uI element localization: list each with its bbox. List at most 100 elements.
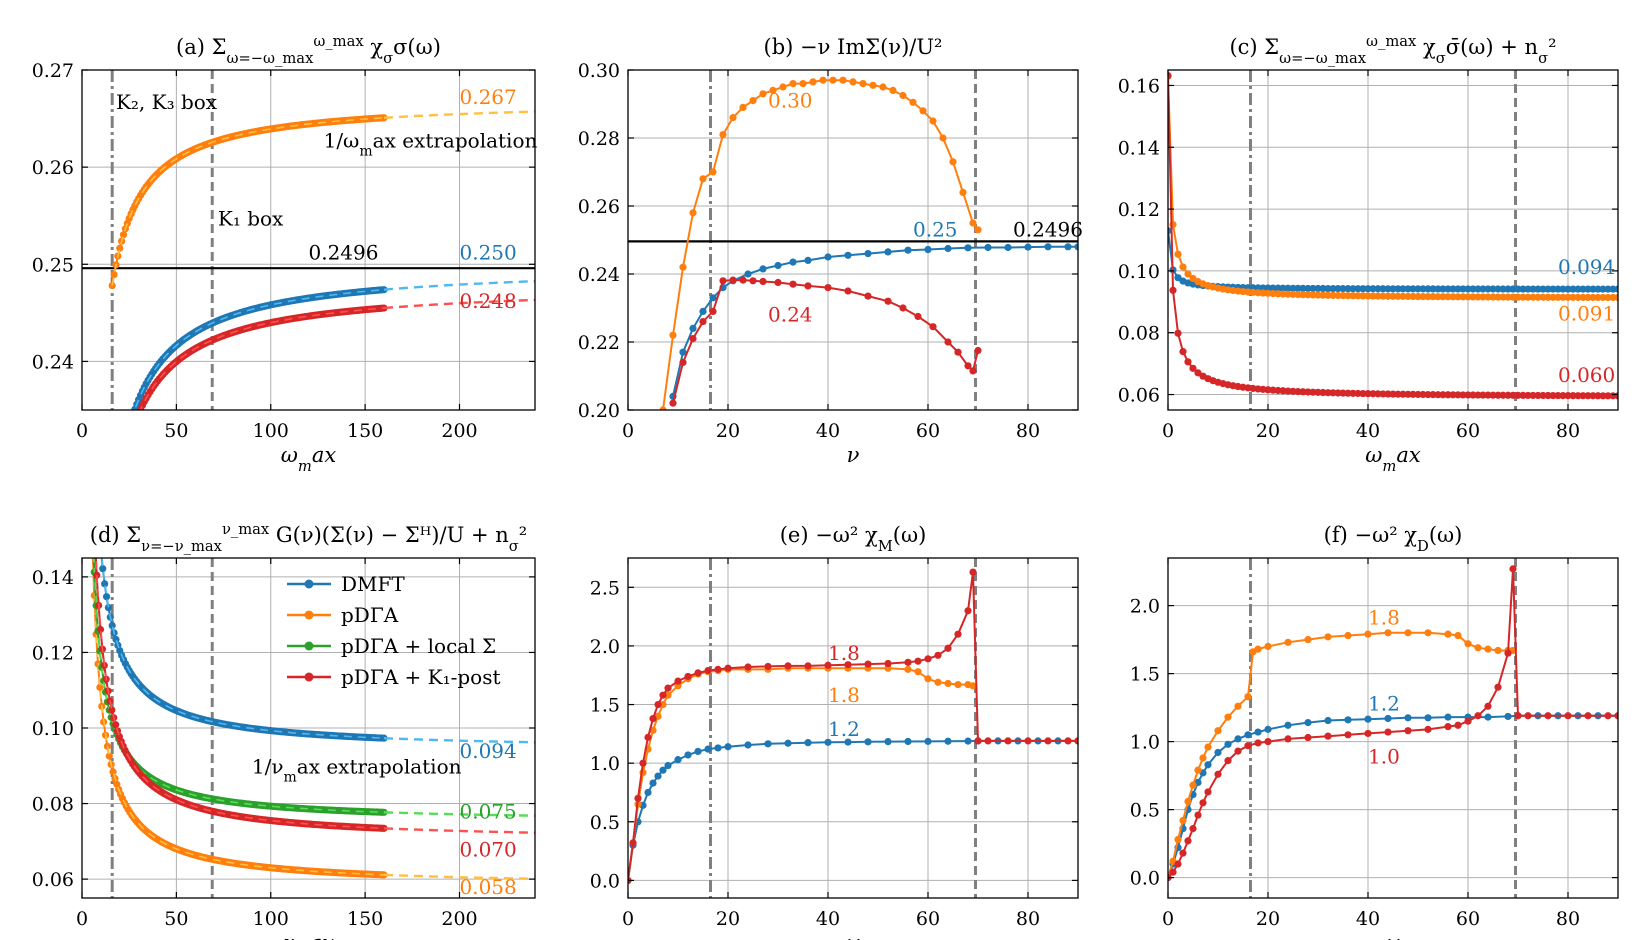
data-point-pDGA_K1 (944, 644, 952, 652)
data-point-DMFT (1274, 284, 1282, 292)
data-point-pDGA (1589, 293, 1597, 302)
data-point-pDGA_K1 (112, 721, 120, 729)
data-point-DMFT (789, 258, 797, 266)
data-point-DMFT (1564, 285, 1572, 293)
data-point-pDGA_K1 (704, 666, 712, 675)
data-point-pDGA (949, 158, 957, 166)
data-point-pDGA (1599, 293, 1607, 302)
y-tick-label: 2.5 (590, 577, 620, 599)
data-point-DMFT (1494, 285, 1502, 293)
data-point-pDGA (1389, 292, 1397, 300)
grid (1168, 70, 1618, 410)
data-point-pDGA_K1 (924, 655, 932, 663)
data-point-pDGA_K1 (1579, 392, 1587, 400)
extrapolation-fit-DMFT (133, 288, 385, 410)
y-tick-label: 1.0 (590, 753, 620, 775)
data-point-pDGA (859, 80, 867, 88)
data-point-DMFT (984, 243, 992, 252)
data-point-pDGA_K1 (1479, 391, 1487, 399)
data-point-DMFT (99, 565, 107, 573)
data-point-pDGA_K1 (634, 794, 642, 802)
data-point-pDGA_K1 (89, 480, 96, 487)
data-point-pDGA (1414, 292, 1422, 301)
data-point-pDGA_K1 (1024, 737, 1032, 745)
data-point-pDGA_K1 (1369, 390, 1377, 398)
data-point-DMFT (1419, 285, 1427, 293)
data-point-pDGA (919, 107, 927, 115)
data-point-DMFT (1469, 285, 1477, 293)
data-point-pDGA (1184, 797, 1192, 806)
data-point-pDGA_K1 (1459, 391, 1467, 399)
legend: DMFT pDΓA pDΓA + local Σ pDΓA + K₁-post (287, 572, 501, 689)
data-point-pDGA_K1 (1514, 712, 1522, 720)
data-point-pDGA_K1 (1419, 390, 1427, 399)
legend-marker-pDGA_K1 (304, 672, 314, 682)
data-point-pDGA_K1 (1499, 391, 1507, 399)
data-point-DMFT (804, 256, 812, 264)
data-point-pDGA_K1 (108, 706, 116, 714)
y-tick-label: 0.14 (1118, 137, 1160, 159)
data-point-pDGA_K1 (1569, 392, 1577, 400)
legend-marker-DMFT (304, 579, 314, 589)
data-point-pDGA_K1 (1599, 392, 1607, 400)
data-point-pDGA_K1 (1254, 739, 1262, 747)
data-point-pDGA (1509, 293, 1517, 301)
data-point-pDGA_K1 (1169, 868, 1177, 876)
series-line-DMFT (100, 558, 385, 740)
data-point-pDGA (974, 226, 982, 234)
data-point-DMFT (94, 497, 101, 504)
data-point-DMFT (1074, 243, 1078, 251)
data-point-DMFT (664, 761, 672, 770)
data-point-pDGA_K1 (1549, 391, 1557, 400)
data-point-pDGA_K1 (1444, 723, 1452, 731)
data-point-pDGA_K1 (1184, 358, 1192, 366)
data-point-DMFT (679, 348, 687, 356)
extrapolation-fit-pDGA_K1 (95, 558, 385, 830)
data-point-pDGA_K1 (138, 409, 140, 410)
data-point-DMFT (1589, 285, 1597, 293)
data-point-DMFT (1509, 285, 1517, 293)
data-point-pDGA_K1 (1469, 391, 1477, 399)
annotation: 0.250 (460, 240, 517, 264)
data-point-DMFT (714, 744, 722, 752)
data-point-DMFT (924, 737, 932, 745)
x-tick-label: 80 (1016, 420, 1040, 442)
annotation: 1.2 (828, 717, 860, 741)
data-point-DMFT (1549, 285, 1557, 293)
data-point-pDGA_K1 (1184, 837, 1192, 845)
data-point-pDGA (769, 86, 777, 94)
data-point-DMFT (101, 580, 109, 588)
data-point-pDGA_K1 (1474, 391, 1482, 399)
axes-frame (1167, 69, 1619, 411)
series-line-pDGA (1168, 76, 1618, 299)
x-axis-label: ωmax (1365, 443, 1421, 475)
data-point-pDGA_K1 (1504, 391, 1512, 399)
panel-a: 0 50 100 150 200 0.24 0.25 0.26 0.27 ωmax (a) Σω=−… (32, 33, 538, 475)
data-point-DMFT (86, 247, 93, 254)
data-point-pDGA (116, 244, 124, 252)
data-point-pDGA_K1 (1364, 729, 1372, 738)
data-point-DMFT (944, 737, 952, 745)
y-tick-label: 0.08 (1118, 323, 1160, 345)
data-point-DMFT (1389, 285, 1397, 293)
data-point-DMFT (1439, 285, 1447, 293)
data-point-pDGA_K1 (699, 318, 707, 326)
data-point-pDGA (1404, 292, 1412, 301)
data-point-pDGA (1354, 292, 1362, 300)
data-point-pDGA_K1 (884, 297, 892, 305)
x-tick-label: 150 (347, 908, 383, 930)
data-point-pDGA (1499, 293, 1507, 301)
data-point-pDGA_K1 (1424, 725, 1432, 733)
data-point-pDGA_K1 (1464, 717, 1472, 725)
series-line-pDGA_K1 (1168, 75, 1618, 397)
data-point-pDGA_K1 (1329, 389, 1337, 397)
data-point-pDGA_K1 (1614, 712, 1618, 720)
data-point-pDGA (1349, 292, 1357, 300)
data-point-pDGA (110, 270, 118, 279)
data-point-pDGA (1454, 631, 1462, 640)
data-point-pDGA (1419, 292, 1427, 301)
data-point-DMFT (92, 461, 99, 468)
data-point-pDGA_K1 (1244, 742, 1252, 750)
data-point-pDGA (87, 463, 94, 470)
data-point-DMFT (1424, 714, 1432, 722)
